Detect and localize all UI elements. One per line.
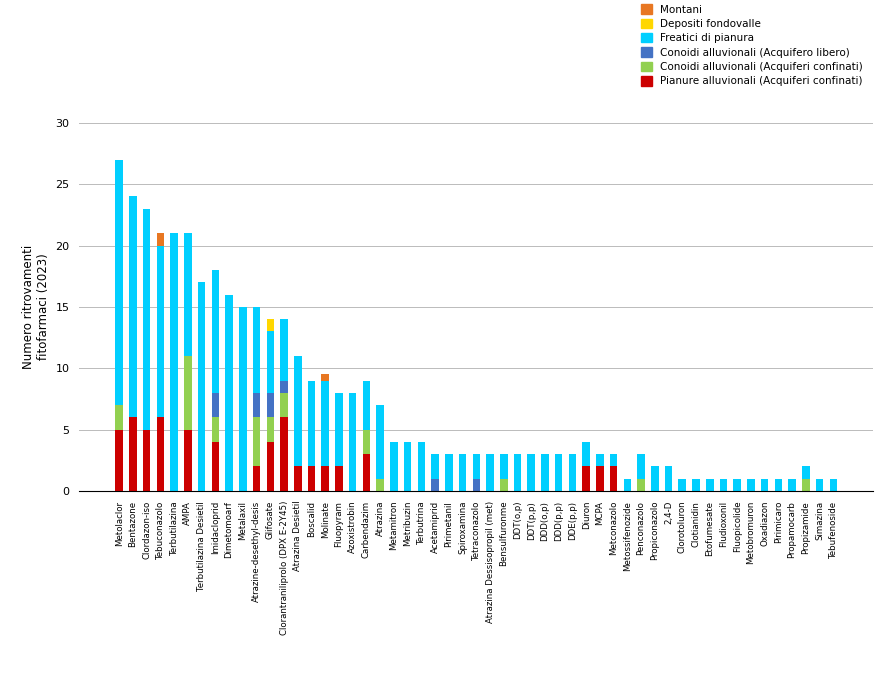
Bar xyxy=(253,466,260,491)
Bar xyxy=(404,442,411,491)
Bar xyxy=(170,233,178,491)
Bar xyxy=(129,417,137,491)
Bar xyxy=(802,466,810,479)
Legend: Montani, Depositi fondovalle, Freatici di pianura, Conoidi alluvionali (Acquifer: Montani, Depositi fondovalle, Freatici d… xyxy=(636,0,868,91)
Bar xyxy=(582,442,590,466)
Bar xyxy=(596,454,603,466)
Bar xyxy=(335,393,343,466)
Bar xyxy=(184,233,191,356)
Bar xyxy=(363,454,370,491)
Bar xyxy=(417,442,425,491)
Bar xyxy=(761,479,768,491)
Bar xyxy=(212,270,219,393)
Bar xyxy=(266,393,274,417)
Bar xyxy=(157,417,164,491)
Bar xyxy=(266,442,274,491)
Bar xyxy=(609,466,617,491)
Bar xyxy=(280,319,288,381)
Bar xyxy=(363,430,370,454)
Bar xyxy=(445,454,452,491)
Bar xyxy=(266,331,274,393)
Bar xyxy=(830,479,837,491)
Bar xyxy=(116,430,123,491)
Bar xyxy=(500,454,507,479)
Bar xyxy=(280,393,288,417)
Bar xyxy=(542,454,549,491)
Bar xyxy=(377,405,384,479)
Bar xyxy=(816,479,824,491)
Bar xyxy=(734,479,741,491)
Bar xyxy=(692,479,699,491)
Bar xyxy=(720,479,728,491)
Bar xyxy=(212,393,219,417)
Bar xyxy=(363,381,370,430)
Bar xyxy=(459,454,467,491)
Bar xyxy=(280,381,288,393)
Bar xyxy=(486,454,494,491)
Bar xyxy=(116,160,123,405)
Bar xyxy=(582,466,590,491)
Bar xyxy=(431,454,439,479)
Bar xyxy=(789,479,796,491)
Bar xyxy=(129,196,137,417)
Bar xyxy=(308,466,315,491)
Bar xyxy=(253,417,260,466)
Bar xyxy=(377,479,384,491)
Bar xyxy=(390,442,398,491)
Bar xyxy=(706,479,714,491)
Bar xyxy=(774,479,782,491)
Bar xyxy=(294,356,302,466)
Bar xyxy=(198,282,206,491)
Bar xyxy=(116,405,123,430)
Bar xyxy=(638,454,645,479)
Bar xyxy=(321,381,329,466)
Bar xyxy=(527,454,535,491)
Bar xyxy=(802,479,810,491)
Y-axis label: Numero ritrovamenti
fitofarmaci (2023): Numero ritrovamenti fitofarmaci (2023) xyxy=(22,245,50,369)
Bar xyxy=(349,393,356,491)
Bar xyxy=(157,246,164,417)
Bar xyxy=(609,454,617,466)
Bar xyxy=(212,442,219,491)
Bar xyxy=(266,417,274,442)
Bar xyxy=(555,454,563,491)
Bar xyxy=(431,479,439,491)
Bar xyxy=(239,307,247,491)
Bar xyxy=(253,307,260,393)
Bar xyxy=(280,417,288,491)
Bar xyxy=(624,479,632,491)
Bar xyxy=(321,374,329,381)
Bar xyxy=(184,356,191,430)
Bar xyxy=(212,417,219,442)
Bar xyxy=(157,233,164,246)
Bar xyxy=(651,466,659,491)
Bar xyxy=(253,393,260,417)
Bar xyxy=(513,454,521,491)
Bar xyxy=(143,209,151,430)
Bar xyxy=(569,454,576,491)
Bar xyxy=(321,466,329,491)
Bar xyxy=(225,295,233,491)
Bar xyxy=(294,466,302,491)
Bar xyxy=(596,466,603,491)
Bar xyxy=(184,430,191,491)
Bar xyxy=(143,430,151,491)
Bar xyxy=(473,454,480,479)
Bar xyxy=(335,466,343,491)
Bar xyxy=(665,466,672,491)
Bar xyxy=(266,319,274,331)
Bar xyxy=(500,479,507,491)
Bar xyxy=(473,479,480,491)
Bar xyxy=(678,479,686,491)
Bar xyxy=(638,479,645,491)
Bar xyxy=(747,479,755,491)
Bar xyxy=(308,381,315,466)
